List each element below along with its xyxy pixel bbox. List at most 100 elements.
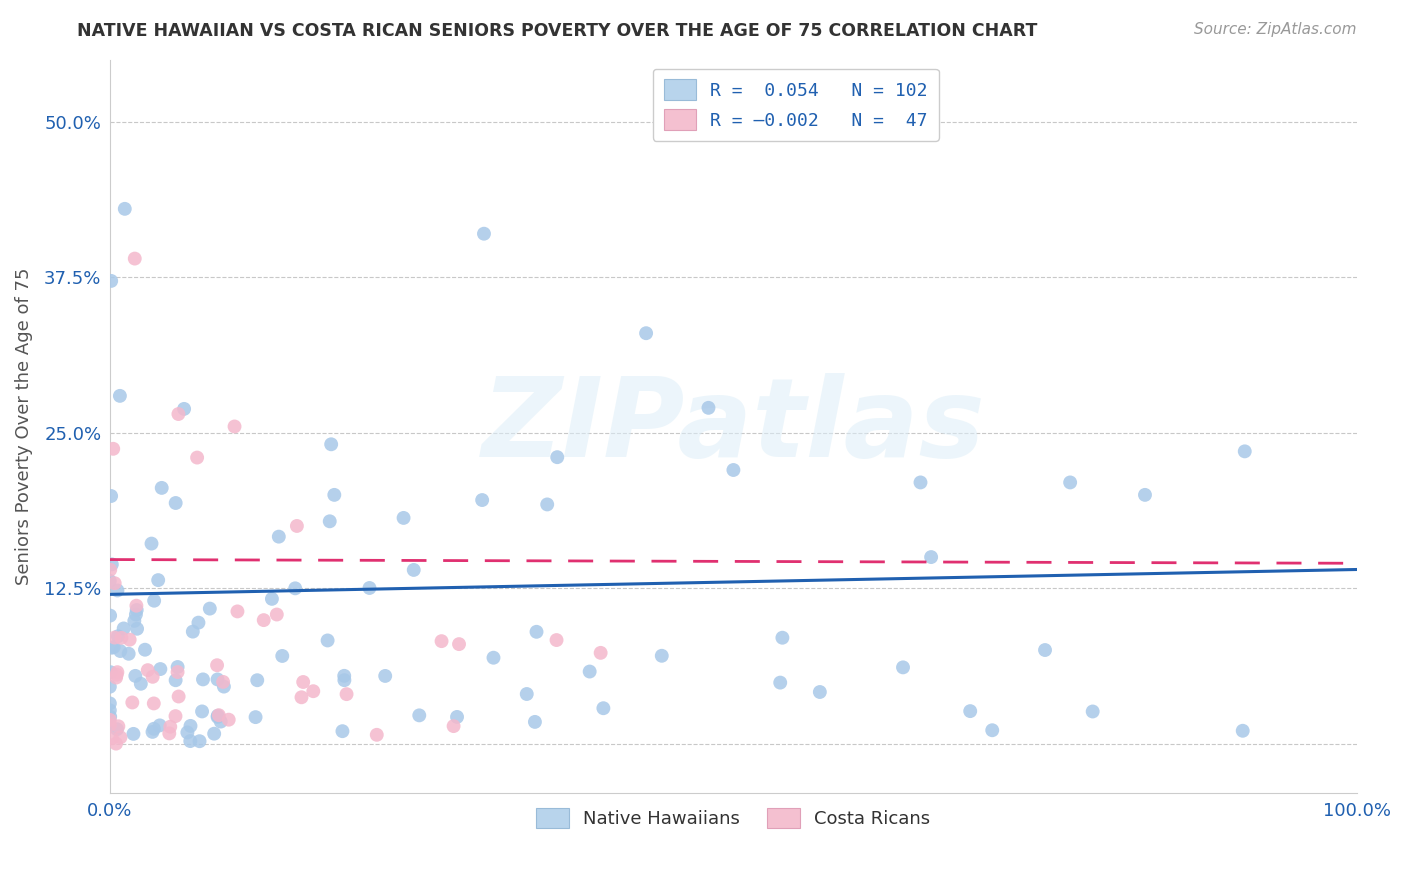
Point bbox=[651, 648, 673, 663]
Point bbox=[98, 703, 121, 717]
Point bbox=[920, 550, 942, 565]
Point bbox=[284, 582, 307, 596]
Point bbox=[1033, 643, 1056, 657]
Point bbox=[335, 687, 357, 701]
Point bbox=[124, 669, 146, 683]
Point bbox=[333, 669, 356, 683]
Point bbox=[150, 481, 173, 495]
Point bbox=[267, 530, 290, 544]
Point bbox=[157, 726, 180, 740]
Point bbox=[526, 624, 548, 639]
Point bbox=[104, 576, 127, 591]
Point bbox=[107, 583, 129, 598]
Point bbox=[101, 558, 124, 572]
Point bbox=[167, 407, 190, 421]
Point bbox=[292, 675, 315, 690]
Point bbox=[408, 708, 430, 723]
Point bbox=[323, 488, 346, 502]
Point bbox=[589, 646, 612, 660]
Point bbox=[129, 677, 152, 691]
Point bbox=[98, 718, 121, 732]
Point bbox=[446, 710, 468, 724]
Point bbox=[142, 722, 165, 736]
Point bbox=[472, 227, 495, 241]
Point bbox=[333, 673, 356, 688]
Point bbox=[136, 663, 159, 677]
Point bbox=[142, 670, 165, 684]
Point bbox=[104, 631, 127, 645]
Legend: Native Hawaiians, Costa Ricans: Native Hawaiians, Costa Ricans bbox=[529, 800, 938, 836]
Point bbox=[105, 737, 128, 751]
Point bbox=[207, 673, 229, 687]
Point bbox=[402, 563, 425, 577]
Point bbox=[118, 647, 141, 661]
Point bbox=[218, 713, 240, 727]
Point bbox=[166, 660, 188, 674]
Point bbox=[141, 724, 163, 739]
Point bbox=[98, 608, 121, 623]
Point bbox=[143, 593, 166, 607]
Point bbox=[110, 644, 132, 658]
Text: ZIPatlas: ZIPatlas bbox=[481, 373, 986, 480]
Point bbox=[697, 401, 720, 415]
Point bbox=[202, 727, 225, 741]
Point bbox=[212, 674, 235, 689]
Point bbox=[359, 581, 381, 595]
Point bbox=[332, 724, 354, 739]
Point bbox=[98, 709, 121, 723]
Text: Source: ZipAtlas.com: Source: ZipAtlas.com bbox=[1194, 22, 1357, 37]
Point bbox=[253, 613, 276, 627]
Point bbox=[165, 709, 187, 723]
Point bbox=[114, 202, 136, 216]
Point bbox=[105, 665, 128, 680]
Point bbox=[191, 705, 214, 719]
Point bbox=[101, 640, 124, 655]
Point bbox=[100, 274, 122, 288]
Point bbox=[125, 603, 148, 617]
Point bbox=[321, 437, 343, 451]
Point bbox=[98, 713, 121, 727]
Point bbox=[159, 720, 181, 734]
Point bbox=[769, 675, 792, 690]
Point bbox=[100, 489, 122, 503]
Point bbox=[447, 637, 470, 651]
Y-axis label: Seniors Poverty Over the Age of 75: Seniors Poverty Over the Age of 75 bbox=[15, 268, 32, 585]
Point bbox=[1232, 723, 1254, 738]
Point bbox=[122, 727, 145, 741]
Point bbox=[546, 633, 568, 648]
Point bbox=[430, 634, 453, 648]
Point bbox=[205, 658, 228, 673]
Point bbox=[188, 734, 211, 748]
Point bbox=[290, 690, 312, 705]
Point bbox=[181, 624, 204, 639]
Point bbox=[166, 665, 188, 679]
Point bbox=[374, 669, 396, 683]
Point bbox=[302, 684, 325, 698]
Point bbox=[103, 442, 125, 456]
Point bbox=[105, 723, 128, 737]
Point bbox=[179, 719, 201, 733]
Point bbox=[1059, 475, 1081, 490]
Point bbox=[482, 650, 505, 665]
Point bbox=[366, 728, 388, 742]
Point bbox=[443, 719, 465, 733]
Point bbox=[209, 714, 232, 729]
Point bbox=[179, 734, 201, 748]
Point bbox=[260, 591, 283, 606]
Point bbox=[105, 671, 128, 685]
Point bbox=[546, 450, 568, 465]
Point bbox=[578, 665, 600, 679]
Point bbox=[149, 718, 172, 732]
Point bbox=[536, 498, 558, 512]
Point bbox=[167, 690, 190, 704]
Point bbox=[266, 607, 288, 622]
Point bbox=[108, 389, 131, 403]
Point bbox=[103, 640, 125, 654]
Point bbox=[110, 631, 132, 645]
Point bbox=[149, 662, 172, 676]
Point bbox=[392, 511, 415, 525]
Point bbox=[148, 573, 170, 587]
Point bbox=[125, 599, 148, 613]
Point bbox=[176, 725, 198, 739]
Point bbox=[316, 633, 339, 648]
